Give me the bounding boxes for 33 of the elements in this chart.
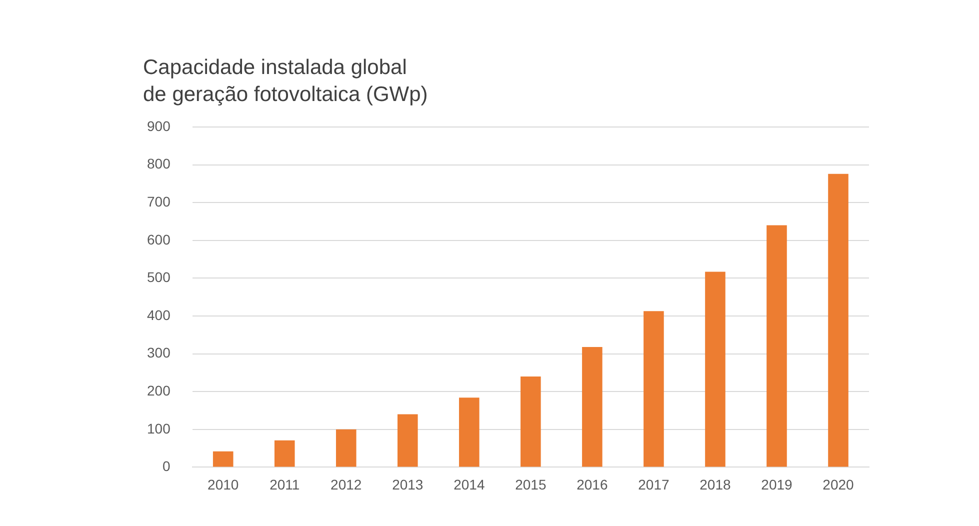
y-tick-label: 400 (147, 306, 171, 323)
x-tick-label: 2010 (208, 476, 239, 492)
y-tick-label: 800 (147, 156, 171, 172)
x-tick-label: 2018 (700, 476, 731, 492)
y-tick-label: 200 (147, 382, 171, 398)
x-tick-label: 2016 (576, 476, 608, 492)
x-tick-label: 2011 (270, 476, 300, 492)
bar (274, 440, 295, 467)
bar (705, 272, 726, 467)
bar (336, 429, 356, 467)
bar (459, 398, 480, 467)
bar (582, 346, 602, 467)
bar (766, 225, 787, 467)
bar (644, 311, 664, 467)
x-tick-label: 2017 (638, 476, 670, 492)
y-tick-label: 700 (147, 193, 171, 210)
x-tick-label: 2019 (761, 476, 793, 492)
bar (212, 451, 234, 467)
x-tick-label: 2020 (822, 476, 854, 492)
x-tick-label: 2013 (392, 476, 424, 492)
x-tick-label: 2014 (454, 476, 485, 492)
y-tick-label: 900 (147, 118, 171, 134)
y-tick-label: 500 (147, 269, 171, 286)
bar (828, 174, 848, 467)
bar (398, 414, 418, 467)
chart-title: Capacidade instalada global de geração fotovoltaica (GWp) (143, 55, 428, 108)
y-tick-label: 300 (147, 344, 171, 361)
y-tick-label: 0 (162, 458, 171, 474)
y-tick-label: 600 (147, 231, 171, 248)
y-tick-label: 100 (147, 420, 171, 436)
x-tick-label: 2015 (515, 476, 546, 492)
x-tick-label: 2012 (330, 476, 362, 492)
bar (520, 376, 541, 467)
